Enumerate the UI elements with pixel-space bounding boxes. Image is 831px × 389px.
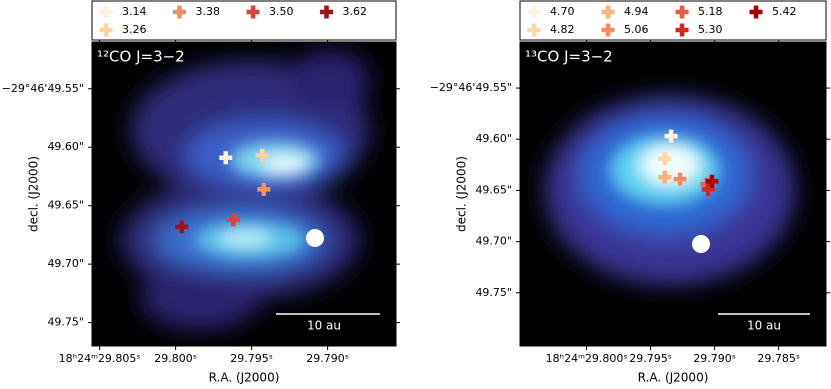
legend-label: 3.26 <box>122 23 147 36</box>
legend-marker <box>246 5 260 19</box>
legend-frame <box>519 0 827 41</box>
x-tick-label: 29.795ˢ <box>629 352 672 365</box>
x-tick-label: 29.800ˢ <box>154 352 197 365</box>
y-tick-label: 49.60" <box>475 132 512 145</box>
marker <box>664 129 678 143</box>
x-tick-label: 29.785ˢ <box>757 352 800 365</box>
x-tick-label: 18ʰ24ᵐ29.800ˢ <box>546 352 628 365</box>
legend-marker <box>527 23 541 37</box>
scale-bar-label: 10 au <box>747 319 781 333</box>
legend-label: 3.50 <box>269 5 294 18</box>
legend-marker <box>320 5 333 19</box>
legend-marker <box>99 23 113 37</box>
emission-map <box>92 42 396 346</box>
y-tick-label: 49.65" <box>47 199 84 212</box>
marker <box>658 170 672 184</box>
legend: 4.70 4.82 4.94 5.06 5.18 5.30 5.42 <box>519 0 827 41</box>
legend-marker <box>675 23 689 37</box>
legend: 3.14 3.26 3.38 3.50 3.62 <box>91 0 397 41</box>
marker <box>255 148 269 162</box>
axes-frame <box>91 41 397 347</box>
legend-label: 5.06 <box>624 23 649 36</box>
marker <box>673 172 687 186</box>
legend-label: 4.82 <box>550 23 575 36</box>
legend-marker <box>749 5 763 19</box>
marker <box>219 151 233 165</box>
legend-marker <box>99 5 113 19</box>
marker <box>257 182 271 196</box>
x-tick-label: 29.790ˢ <box>693 352 736 365</box>
legend-label: 3.14 <box>122 5 147 18</box>
legend-label: 3.38 <box>196 5 221 18</box>
y-axis-label: decl. (J2000) <box>455 156 469 232</box>
legend-label: 4.94 <box>624 5 649 18</box>
legend-marker <box>527 5 541 19</box>
y-tick-label: 49.60" <box>47 140 84 153</box>
y-tick-label: 49.75" <box>47 316 84 329</box>
legend-label: 4.70 <box>550 5 575 18</box>
marker <box>701 182 715 196</box>
x-tick-label: 29.790ˢ <box>306 352 349 365</box>
y-tick-label: 49.70" <box>475 235 512 248</box>
legend-marker <box>173 5 186 19</box>
marker <box>226 213 240 227</box>
axes-frame <box>519 41 827 347</box>
legend-marker <box>601 5 615 19</box>
legend-marker <box>601 23 615 37</box>
x-tick-label: 18ʰ24ᵐ29.805ˢ <box>59 352 141 365</box>
legend-label: 3.62 <box>343 5 368 18</box>
y-tick-label: 49.75" <box>475 286 512 299</box>
x-axis-label: R.A. (J2000) <box>209 371 280 385</box>
legend-label: 5.42 <box>772 5 797 18</box>
y-tick-label: −29°46'49.55" <box>2 82 84 95</box>
panel-title: ¹³CO J=3−2 <box>525 48 613 66</box>
marker <box>705 174 719 188</box>
scale-bar-label: 10 au <box>307 319 341 333</box>
emission-map <box>520 42 826 346</box>
legend-label: 5.30 <box>698 23 723 36</box>
marker <box>658 152 672 166</box>
legend-marker <box>675 5 689 19</box>
legend-label: 5.18 <box>698 5 723 18</box>
x-axis-label: R.A. (J2000) <box>638 371 709 385</box>
y-tick-label: −29°46'49.55" <box>430 81 512 94</box>
y-tick-label: 49.70" <box>47 257 84 270</box>
y-axis-label: decl. (J2000) <box>27 156 41 232</box>
legend-frame <box>91 0 397 41</box>
panel-title: ¹²CO J=3−2 <box>97 48 185 66</box>
marker <box>175 220 189 234</box>
y-tick-label: 49.65" <box>475 183 512 196</box>
x-tick-label: 29.795ˢ <box>230 352 273 365</box>
